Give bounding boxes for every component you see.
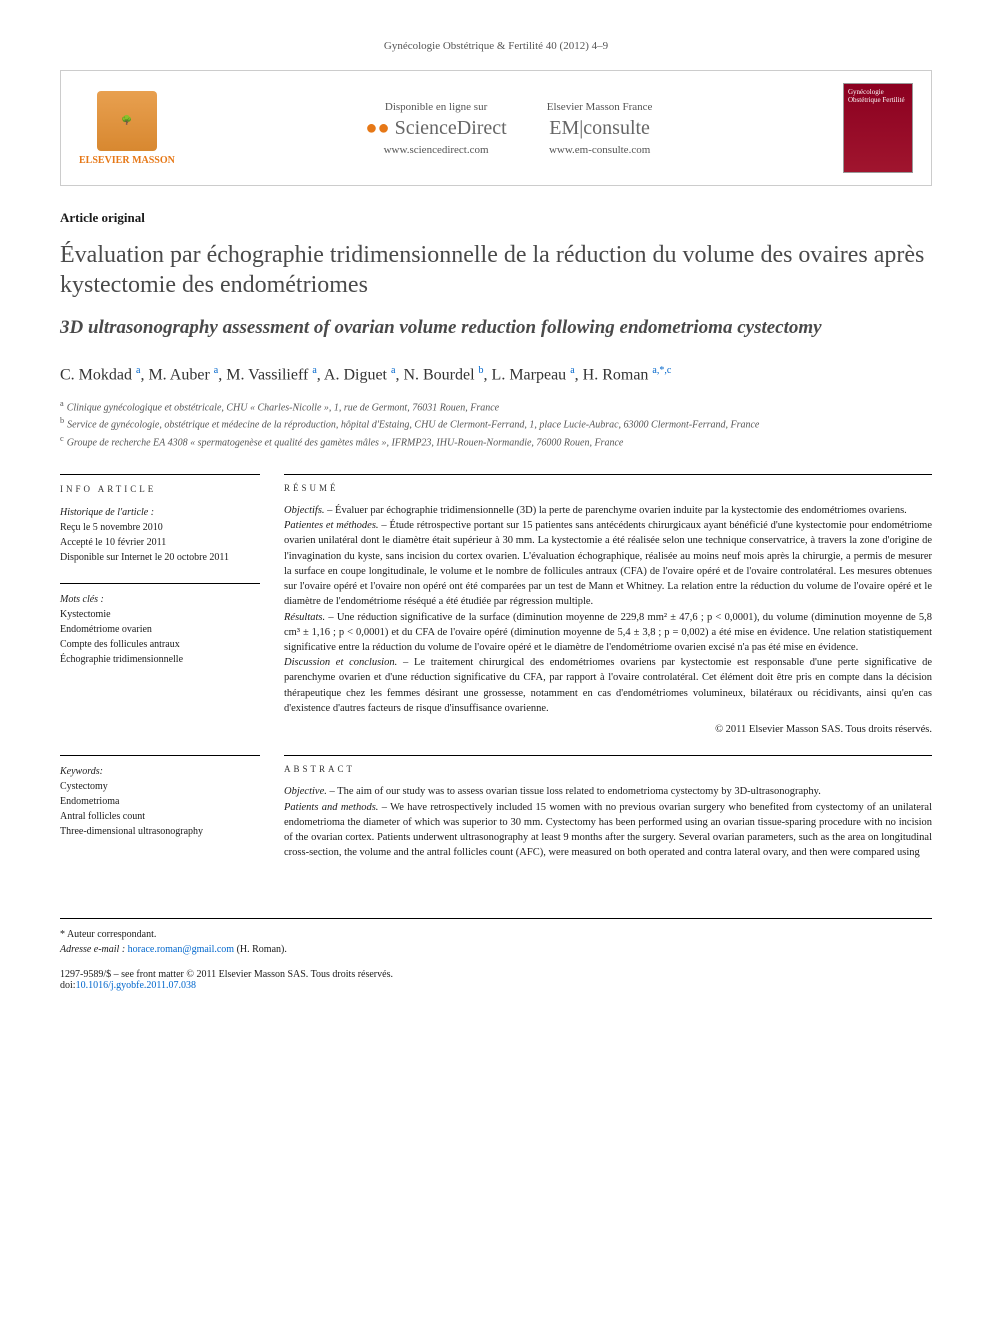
publisher-name: ELSEVIER MASSON (79, 155, 175, 166)
article-info-block: INFO ARTICLE Historique de l'article : R… (60, 474, 260, 565)
footer-notes: * Auteur correspondant. Adresse e-mail :… (60, 918, 932, 957)
doi-link[interactable]: 10.1016/j.gyobfe.2011.07.038 (76, 980, 196, 991)
mots-cles-block: Mots clés : KystectomieEndométriome ovar… (60, 583, 260, 667)
emconsulte-block: Elsevier Masson France EM|consulte www.e… (547, 101, 653, 156)
journal-cover-thumbnail: Gynécologie Obstétrique Fertilité (843, 83, 913, 173)
abstract-block: ABSTRACT Objective. – The aim of our stu… (284, 755, 932, 860)
running-header: Gynécologie Obstétrique & Fertilité 40 (… (60, 40, 932, 52)
elsevier-tree-icon: 🌳 (97, 91, 157, 151)
resume-block: RÉSUMÉ Objectifs. – Évaluer par échograp… (284, 474, 932, 737)
sciencedirect-link[interactable]: www.sciencedirect.com (365, 144, 506, 156)
publisher-logo: 🌳 ELSEVIER MASSON (79, 91, 175, 166)
emconsulte-link[interactable]: www.em-consulte.com (547, 144, 653, 156)
copyright-doi-block: 1297-9589/$ – see front matter © 2011 El… (60, 969, 932, 991)
article-title-english: 3D ultrasonography assessment of ovarian… (60, 316, 932, 341)
article-title-french: Évaluation par échographie tridimensionn… (60, 240, 932, 300)
article-type-label: Article original (60, 210, 932, 226)
affiliations-block: aClinique gynécologique et obstétricale,… (60, 398, 932, 450)
author-list: C. Mokdad a, M. Auber a, M. Vassilieff a… (60, 365, 932, 384)
masthead-banner: 🌳 ELSEVIER MASSON Disponible en ligne su… (60, 70, 932, 186)
corresponding-email-link[interactable]: horace.roman@gmail.com (128, 944, 234, 955)
sciencedirect-block: Disponible en ligne sur ●● ScienceDirect… (365, 101, 506, 156)
keywords-block: Keywords: CystectomyEndometriomaAntral f… (60, 755, 260, 839)
